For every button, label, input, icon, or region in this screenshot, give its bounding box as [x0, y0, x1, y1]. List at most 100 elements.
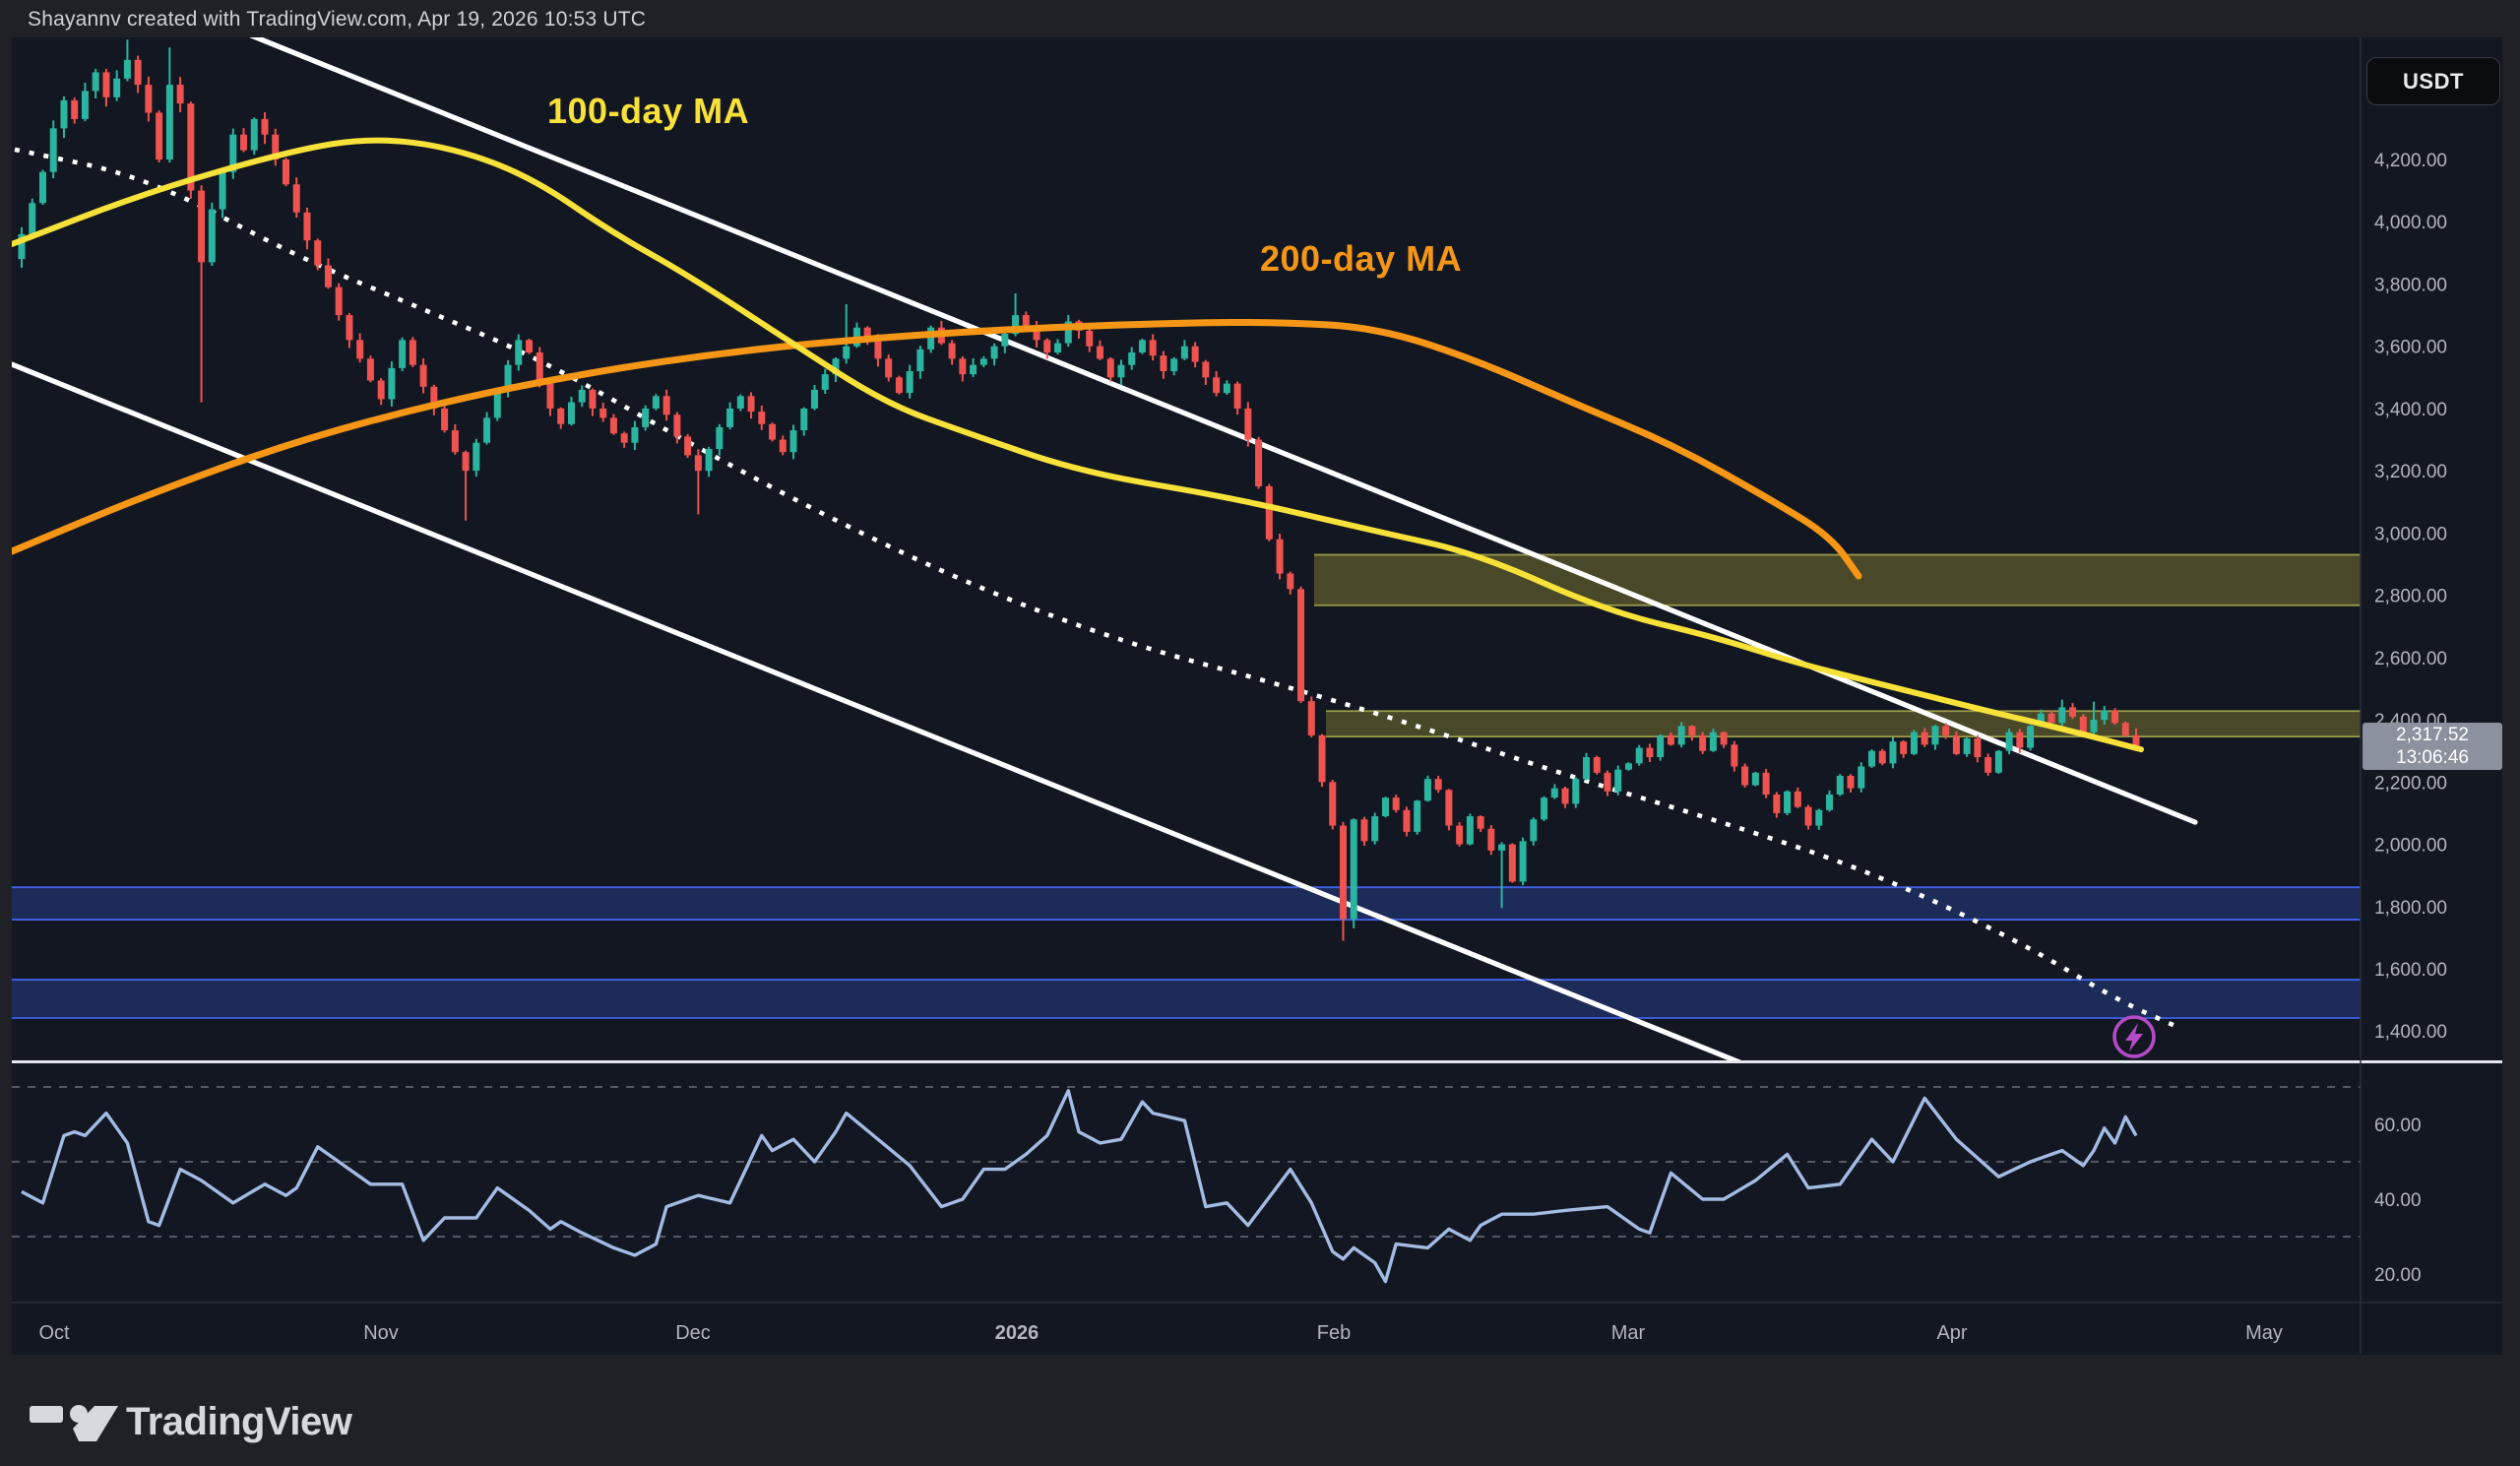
candle-body	[303, 212, 311, 241]
symbol-currency-badge: USDT	[2366, 57, 2500, 105]
candle-body	[1329, 782, 1337, 826]
candle-body	[821, 374, 829, 390]
candle-body	[145, 85, 153, 113]
candle-body	[990, 346, 998, 359]
candle-body	[1804, 806, 1812, 826]
candle-body	[832, 358, 840, 375]
price-axis[interactable]: 4,200.00 4,000.00 3,800.00 3,600.00 3,400.00…	[2374, 151, 2447, 1043]
candle-body	[123, 59, 131, 79]
candle-body	[769, 423, 777, 440]
candle-body	[895, 377, 903, 394]
candle-body	[1392, 797, 1400, 810]
candle-body	[504, 364, 512, 390]
candle-body	[1720, 732, 1728, 745]
candle-body	[736, 396, 744, 409]
candle-body	[1223, 383, 1230, 394]
candle-body	[1244, 408, 1252, 440]
candle-body	[1414, 800, 1421, 832]
tradingview-logo-text: TradingView	[126, 1400, 352, 1443]
candle-body	[1931, 726, 1939, 745]
candle-body	[1910, 732, 1918, 754]
candle-body	[1751, 772, 1759, 786]
candle-body	[526, 340, 534, 353]
flash-marker-icon[interactable]	[2112, 1015, 2156, 1058]
candle-body	[1657, 734, 1665, 758]
candle-body	[2079, 716, 2087, 733]
candle-body	[1900, 741, 1908, 754]
candle-body	[1043, 340, 1051, 353]
price-tick-label: 3,600.00	[2374, 338, 2447, 358]
time-tick-Apr: Apr	[1936, 1322, 1967, 1344]
rsi-tick-label: 60.00	[2374, 1115, 2422, 1136]
candle-body	[948, 343, 956, 359]
trendline-lower[interactable]	[12, 361, 1742, 1063]
candle-body	[1688, 726, 1696, 735]
main-pane	[12, 30, 2361, 1063]
candle-body	[1847, 775, 1855, 789]
candle-body	[1541, 797, 1548, 820]
candle-body	[536, 352, 543, 384]
candle-body	[2037, 713, 2045, 727]
rsi-pane	[12, 1086, 2361, 1284]
candle-body	[1974, 738, 1982, 758]
price-tick-label: 2,000.00	[2374, 836, 2447, 857]
time-tick-Mar: Mar	[1611, 1322, 1646, 1344]
candle-body	[2069, 707, 2077, 717]
price-tick-label: 3,400.00	[2374, 400, 2447, 420]
candle-body	[1762, 772, 1770, 795]
price-tick-label: 2,200.00	[2374, 773, 2447, 794]
candle-body	[567, 402, 575, 424]
price-tick-label: 3,200.00	[2374, 462, 2447, 482]
candle-body	[49, 128, 57, 172]
candle-body	[1646, 747, 1654, 758]
candle-body	[1106, 358, 1114, 378]
ma200-line[interactable]	[12, 318, 1862, 580]
candle-body	[811, 389, 818, 409]
tradingview-logo[interactable]: TradingView	[28, 1396, 441, 1451]
candle-body	[705, 449, 713, 472]
candle-body	[2048, 713, 2055, 724]
candle-body	[1287, 573, 1294, 590]
candle-body	[1561, 788, 1569, 804]
candle-body	[1530, 819, 1538, 842]
candle-body	[1942, 726, 1950, 735]
candle-body	[324, 265, 332, 287]
candle-body	[1434, 779, 1442, 791]
candle-body	[1064, 321, 1072, 344]
zone-resistance-lower	[1326, 711, 2361, 737]
candle-body	[1012, 315, 1020, 335]
candle-body	[684, 436, 692, 456]
candle-body	[1550, 788, 1558, 798]
candle-body	[113, 78, 121, 97]
time-tick-May: May	[2245, 1322, 2283, 1344]
candle-body	[2005, 732, 2013, 751]
rsi-line[interactable]	[21, 1089, 2138, 1284]
candle-body	[1572, 779, 1580, 804]
price-tick-label: 1,400.00	[2374, 1022, 2447, 1043]
candle-body	[1889, 741, 1897, 764]
candle-body	[1487, 828, 1495, 851]
candle-body	[1138, 340, 1146, 353]
candle-body	[1677, 726, 1685, 745]
candle-body	[219, 171, 226, 210]
candle-body	[1191, 346, 1199, 362]
last-price-value: 2,317.52	[2396, 725, 2469, 745]
candle-body	[2121, 723, 2129, 735]
candle-body	[694, 455, 702, 472]
candle-body	[1022, 315, 1030, 328]
candle-body	[916, 349, 924, 371]
tradingview-logo-icon	[30, 1405, 118, 1441]
zone-support-lower	[12, 980, 2361, 1018]
candle-body	[335, 287, 343, 316]
candle-body	[1826, 794, 1834, 810]
price-tick-label: 3,800.00	[2374, 275, 2447, 295]
ma100-line[interactable]	[12, 137, 2144, 753]
candle-body	[60, 99, 68, 129]
time-axis[interactable]: Oct Nov Dec 2026 Feb Mar Apr May	[38, 1322, 2282, 1344]
rsi-axis[interactable]: 60.00 40.00 20.00	[2374, 1115, 2422, 1286]
candle-body	[1381, 797, 1389, 817]
candle-body	[1784, 791, 1792, 813]
candle-body	[377, 380, 385, 400]
trendline-upper[interactable]	[236, 30, 2198, 825]
